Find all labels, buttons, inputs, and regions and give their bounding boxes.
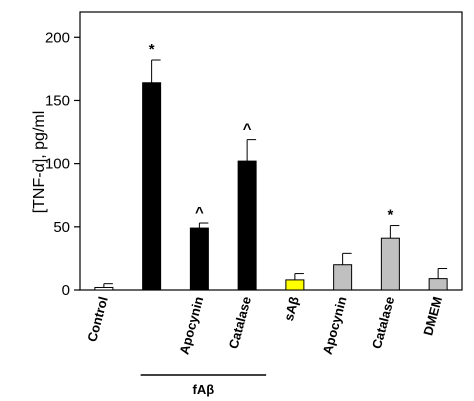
bars: * ^ ^ * [94,41,448,291]
group-label: fAβ [193,382,215,397]
category-label: Apocynin [176,295,206,356]
y-tick-label: 200 [45,29,70,46]
bar [285,279,305,291]
significance-marker: * [387,207,393,224]
bar [94,286,114,291]
y-tick-label: 0 [62,282,70,299]
group-bracket: fAβ [140,374,267,397]
bar [380,237,400,291]
bar [237,160,257,291]
y-axis-label: [TNF-α], pg/ml [31,111,48,214]
category-label: DMEM [420,295,445,337]
category-label: sAβ [281,295,302,323]
category-label: Catalase [226,295,254,351]
plot-frame [79,11,463,291]
plot-area-border [79,11,463,291]
bar [189,227,209,291]
category-labels: Control Apocynin Catalase sAβ Apocynin Catala… [84,295,445,356]
significance-marker: * [149,41,155,58]
bar [142,82,162,291]
bar [333,264,353,291]
category-label: Control [84,295,110,344]
significance-marker: ^ [195,204,204,221]
category-label: Apocynin [320,295,350,356]
category-label: Catalase [369,295,397,351]
y-axis-ticks: 0 50 100 150 200 [45,29,80,299]
bar [428,278,448,291]
y-tick-label: 150 [45,92,70,109]
y-tick-label: 50 [53,219,70,236]
y-tick-label: 100 [45,156,70,173]
significance-marker: ^ [243,121,252,138]
